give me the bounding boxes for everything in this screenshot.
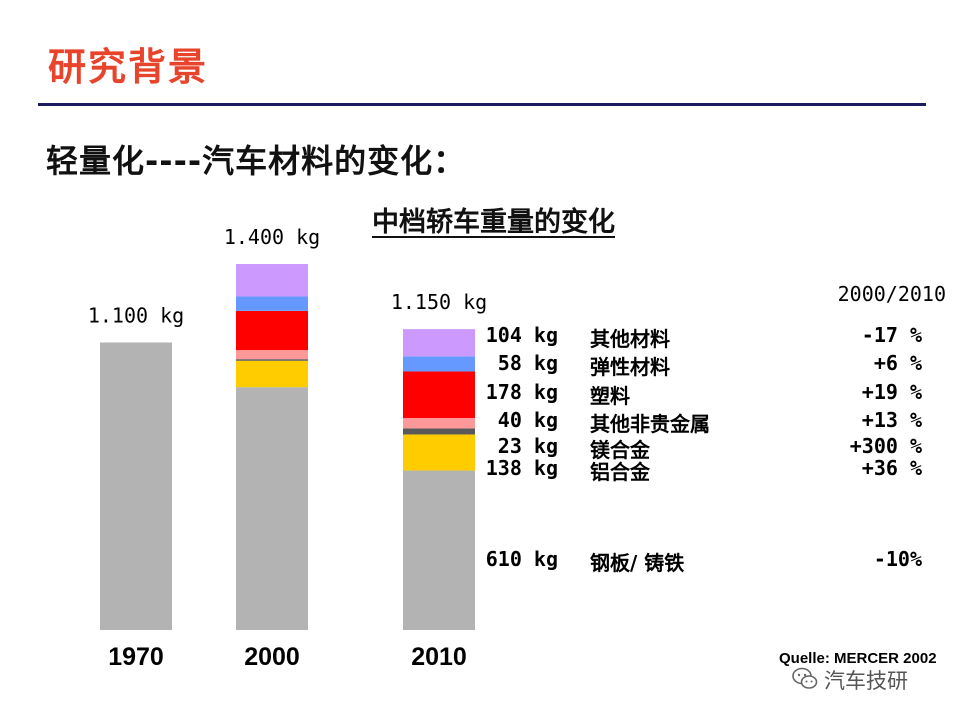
x-tick-label: 1970 xyxy=(108,643,164,671)
bar-segment-2010-1 xyxy=(403,434,475,471)
row-change: +300 % xyxy=(849,434,922,458)
bar-total-label: 1.150 kg xyxy=(391,290,487,314)
chart-title: 中档轿车重量的变化 xyxy=(372,207,615,238)
source-citation: Quelle: MERCER 2002 xyxy=(779,650,937,667)
title-divider xyxy=(38,103,926,106)
row-change: +6 % xyxy=(873,351,922,375)
row-weight: 23 kg xyxy=(497,434,558,458)
row-material: 铝合金 xyxy=(590,460,650,484)
bar-segment-2000-5 xyxy=(236,296,308,311)
row-weight: 104 kg xyxy=(485,323,558,347)
bar-segment-2010-0 xyxy=(403,470,475,630)
bar-segment-2000-6 xyxy=(236,264,308,297)
breakdown-row-aluminium: 138 kg 铝合金 +36 % xyxy=(486,456,930,484)
bar-segment-2010-3 xyxy=(403,418,475,429)
row-weight: 40 kg xyxy=(497,408,558,432)
bar-segment-2000-1 xyxy=(236,360,308,388)
x-tick-label: 2000 xyxy=(244,643,300,671)
watermark-text: 汽车技研 xyxy=(824,669,908,693)
bar-total-label: 1.100 kg xyxy=(88,303,184,327)
comparison-header: 2000/2010 xyxy=(837,282,946,306)
row-change: -17 % xyxy=(861,323,922,347)
bar-segment-1970-0 xyxy=(100,342,172,630)
row-material: 镁合金 xyxy=(590,438,650,462)
row-material: 钢板/ 铸铁 xyxy=(590,551,685,575)
row-weight: 178 kg xyxy=(485,380,558,404)
row-change: -10% xyxy=(873,547,922,571)
bar-segment-2010-5 xyxy=(403,356,475,372)
breakdown-row-nonferrous: 40 kg 其他非贵金属 +13 % xyxy=(490,408,930,436)
wechat-icon xyxy=(792,667,818,689)
bar-segment-2000-3 xyxy=(236,350,308,360)
breakdown-row-elastomers: 58 kg 弹性材料 +6 % xyxy=(490,351,930,379)
bar-segment-2000-2 xyxy=(236,359,308,361)
watermark: 汽车技研 xyxy=(792,665,932,693)
row-weight: 138 kg xyxy=(485,456,558,480)
page-title: 研究背景 xyxy=(48,45,209,89)
row-change: +36 % xyxy=(861,456,922,480)
slide-subtitle: 轻量化----汽车材料的变化： xyxy=(46,142,467,180)
row-material: 其他非贵金属 xyxy=(590,412,710,436)
bar-total-label: 1.400 kg xyxy=(224,225,320,249)
bar-segment-2010-2 xyxy=(403,428,475,435)
row-weight: 58 kg xyxy=(497,351,558,375)
bar-segment-2000-0 xyxy=(236,387,308,630)
breakdown-row-steel: 610 kg 钢板/ 铸铁 -10% xyxy=(486,547,930,575)
breakdown-row-magnesium: 23 kg 镁合金 +300 % xyxy=(490,434,930,462)
breakdown-row-plastics: 178 kg 塑料 +19 % xyxy=(486,380,930,408)
row-material: 弹性材料 xyxy=(590,355,670,379)
breakdown-row-other-materials: 104 kg 其他材料 -17 % xyxy=(486,323,930,351)
x-tick-label: 2010 xyxy=(411,643,467,671)
row-change: +19 % xyxy=(861,380,922,404)
row-change: +13 % xyxy=(861,408,922,432)
bar-segment-2010-4 xyxy=(403,371,475,419)
bar-segment-2010-6 xyxy=(403,329,475,357)
row-material: 塑料 xyxy=(590,384,630,408)
row-material: 其他材料 xyxy=(590,327,670,351)
bar-segment-2000-4 xyxy=(236,310,308,351)
row-weight: 610 kg xyxy=(485,547,558,571)
